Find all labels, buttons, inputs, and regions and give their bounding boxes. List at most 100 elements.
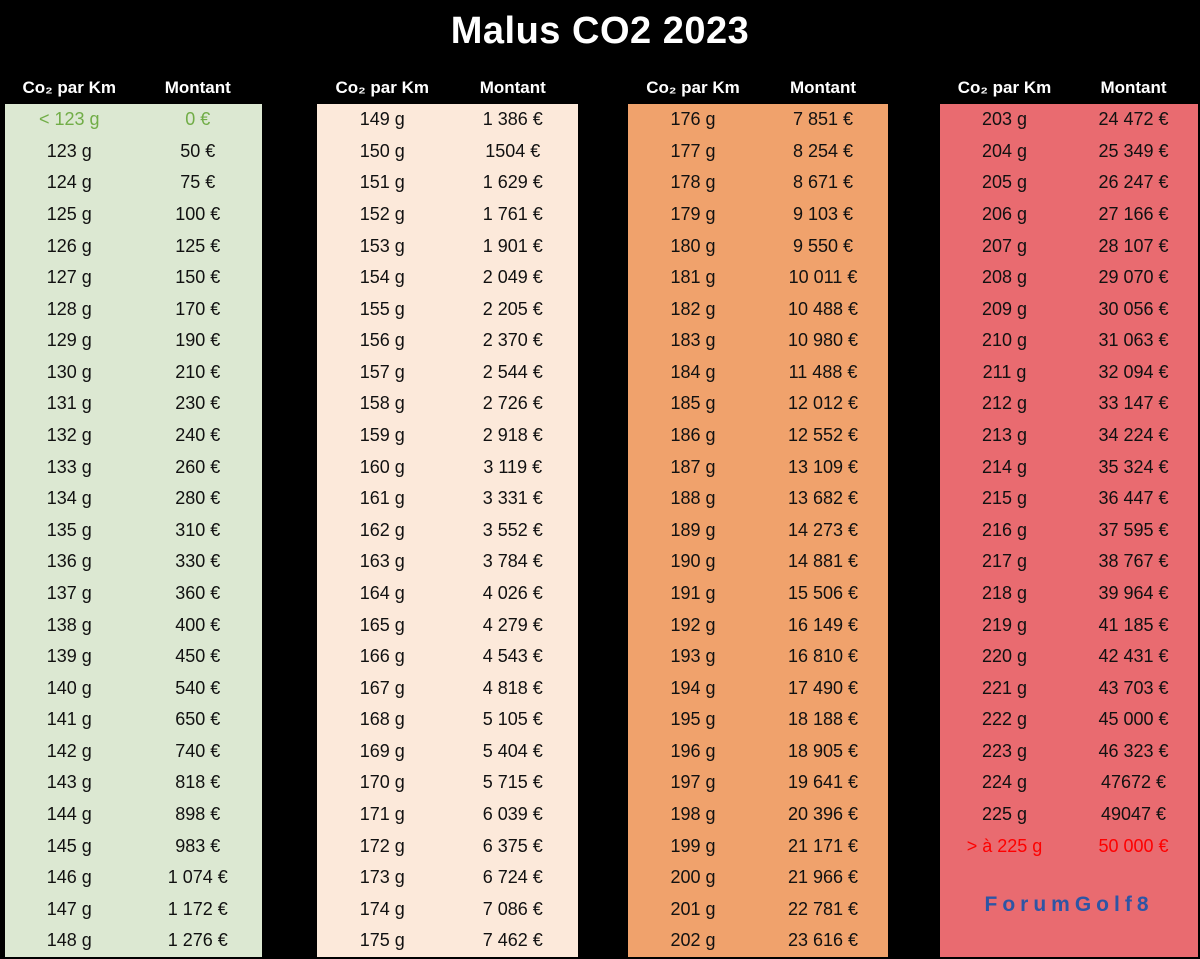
table-row: 216 g 37 595 € (940, 515, 1198, 547)
panel-body-orange: 176 g 7 851 € 177 g 8 254 € 178 g 8 671 € 179 … (628, 104, 888, 957)
co2-cell: 126 g (46, 235, 92, 256)
amount-cell: 5 715 € (482, 772, 543, 793)
co2-cell: 224 g (981, 772, 1028, 793)
table-row: 145 g 983 € (5, 830, 262, 862)
co2-cell: 165 g (359, 614, 405, 635)
table-row: 147 g 1 172 € (5, 893, 262, 925)
table-row: 169 g 5 404 € (317, 736, 578, 768)
table-row: 177 g 8 254 € (628, 136, 888, 168)
table-row: 187 g 13 109 € (628, 451, 888, 483)
table-row: < 123 g 0 € (5, 104, 262, 136)
amount-cell: 5 404 € (482, 740, 543, 761)
table-row: 215 g 36 447 € (940, 483, 1198, 515)
table-row: 212 g 33 147 € (940, 388, 1198, 420)
amount-column-header: Montant (789, 78, 857, 97)
table-row: 163 g 3 784 € (317, 546, 578, 578)
amount-cell: 150 € (175, 267, 221, 288)
amount-cell: 50 000 € (1098, 835, 1169, 856)
co2-cell: 211 g (982, 361, 1027, 382)
table-row: 205 g 26 247 € (940, 167, 1198, 199)
table-row: 131 g 230 € (5, 388, 262, 420)
amount-cell: 125 € (175, 235, 221, 256)
amount-cell: 31 063 € (1098, 330, 1169, 351)
amount-cell: 42 431 € (1098, 646, 1169, 667)
table-row: 185 g 12 012 € (628, 388, 888, 420)
co2-cell: 146 g (46, 867, 92, 888)
amount-cell: 39 964 € (1098, 582, 1169, 603)
amount-cell: 49047 € (1100, 804, 1167, 824)
amount-cell: 27 166 € (1098, 204, 1169, 225)
co2-cell: 156 g (359, 330, 405, 351)
table-row: 172 g 6 375 € (317, 830, 578, 862)
co2-cell: 192 g (670, 614, 716, 635)
co2-cell: 151 g (359, 172, 405, 193)
table-row: 175 g 7 462 € (317, 925, 578, 957)
table-row: 209 g 30 056 € (940, 293, 1198, 325)
amount-cell: 13 109 € (787, 456, 859, 477)
amount-cell: 330 € (175, 551, 221, 572)
co2-cell: 201 g (670, 898, 716, 919)
amount-cell: 11 488 € (788, 361, 858, 382)
table-row: 202 g 23 616 € (628, 925, 888, 957)
table-row: 158 g 2 726 € (317, 388, 578, 420)
co2-cell: 154 g (359, 267, 405, 288)
amount-cell: 21 171 € (787, 835, 859, 856)
co2-cell: 161 g (359, 488, 405, 509)
table-row: 198 g 20 396 € (628, 799, 888, 831)
co2-cell: 127 g (46, 267, 92, 288)
co2-cell: 196 g (670, 740, 716, 761)
co2-cell: 197 g (670, 772, 716, 793)
table-row: 166 g 4 543 € (317, 641, 578, 673)
amount-cell: 18 188 € (787, 709, 859, 730)
amount-cell: 2 544 € (482, 361, 543, 382)
table-row: 182 g 10 488 € (628, 293, 888, 325)
table-row: 174 g 7 086 € (317, 893, 578, 925)
amount-cell: 19 641 € (787, 772, 859, 793)
co2-cell: 135 g (46, 519, 92, 540)
table-row: 135 g 310 € (5, 515, 262, 547)
co2-cell: 176 g (670, 109, 716, 130)
table-row: 160 g 3 119 € (317, 451, 578, 483)
table-row: 124 g 75 € (5, 167, 262, 199)
table-row: 186 g 12 552 € (628, 420, 888, 452)
table-row: 141 g 650 € (5, 704, 262, 736)
amount-cell: 540 € (175, 677, 221, 698)
co2-cell: 162 g (359, 519, 405, 540)
table-row: 153 g 1 901 € (317, 230, 578, 262)
co2-cell: 160 g (359, 456, 405, 477)
table-row: 152 g 1 761 € (317, 199, 578, 231)
amount-cell: 983 € (175, 835, 221, 856)
co2-cell: 155 g (359, 298, 405, 319)
amount-cell: 3 119 € (483, 456, 543, 477)
table-row: 197 g 19 641 € (628, 767, 888, 799)
panel-orange: Co₂ par Km Montant 176 g 7 851 € 177 g 8 254 … (628, 72, 888, 957)
column-header-row: Co₂ par Km Montant (628, 72, 888, 104)
table-row: 192 g 16 149 € (628, 609, 888, 641)
table-row: 188 g 13 682 € (628, 483, 888, 515)
co2-cell: 157 g (359, 361, 405, 382)
watermark: ForumGolf8 (984, 893, 1154, 916)
co2-cell: 128 g (46, 298, 92, 319)
table-row: 176 g 7 851 € (628, 104, 888, 136)
table-row: 203 g 24 472 € (940, 104, 1198, 136)
amount-cell: 10 488 € (787, 298, 859, 319)
table-row: 168 g 5 105 € (317, 704, 578, 736)
amount-cell: 400 € (175, 614, 221, 635)
table-row: 134 g 280 € (5, 483, 262, 515)
co2-cell: 131 g (46, 393, 92, 414)
table-row: 221 g 43 703 € (940, 672, 1198, 704)
table-row: 150 g 1504 € (317, 136, 578, 168)
table-row: > à 225 g 50 000 € (940, 830, 1198, 862)
co2-cell: 144 g (46, 804, 92, 824)
amount-cell: 20 396 € (787, 804, 859, 824)
amount-cell: 4 279 € (482, 614, 543, 635)
amount-cell: 29 070 € (1098, 267, 1169, 288)
co2-cell: 193 g (670, 646, 716, 667)
amount-cell: 26 247 € (1098, 172, 1169, 193)
co2-cell: 202 g (670, 930, 716, 951)
co2-cell: 205 g (981, 172, 1028, 193)
co2-cell: 142 g (46, 740, 92, 761)
co2-cell: 223 g (981, 740, 1028, 761)
amount-cell: 7 851 € (792, 109, 854, 130)
amount-cell: 2 918 € (482, 425, 543, 446)
